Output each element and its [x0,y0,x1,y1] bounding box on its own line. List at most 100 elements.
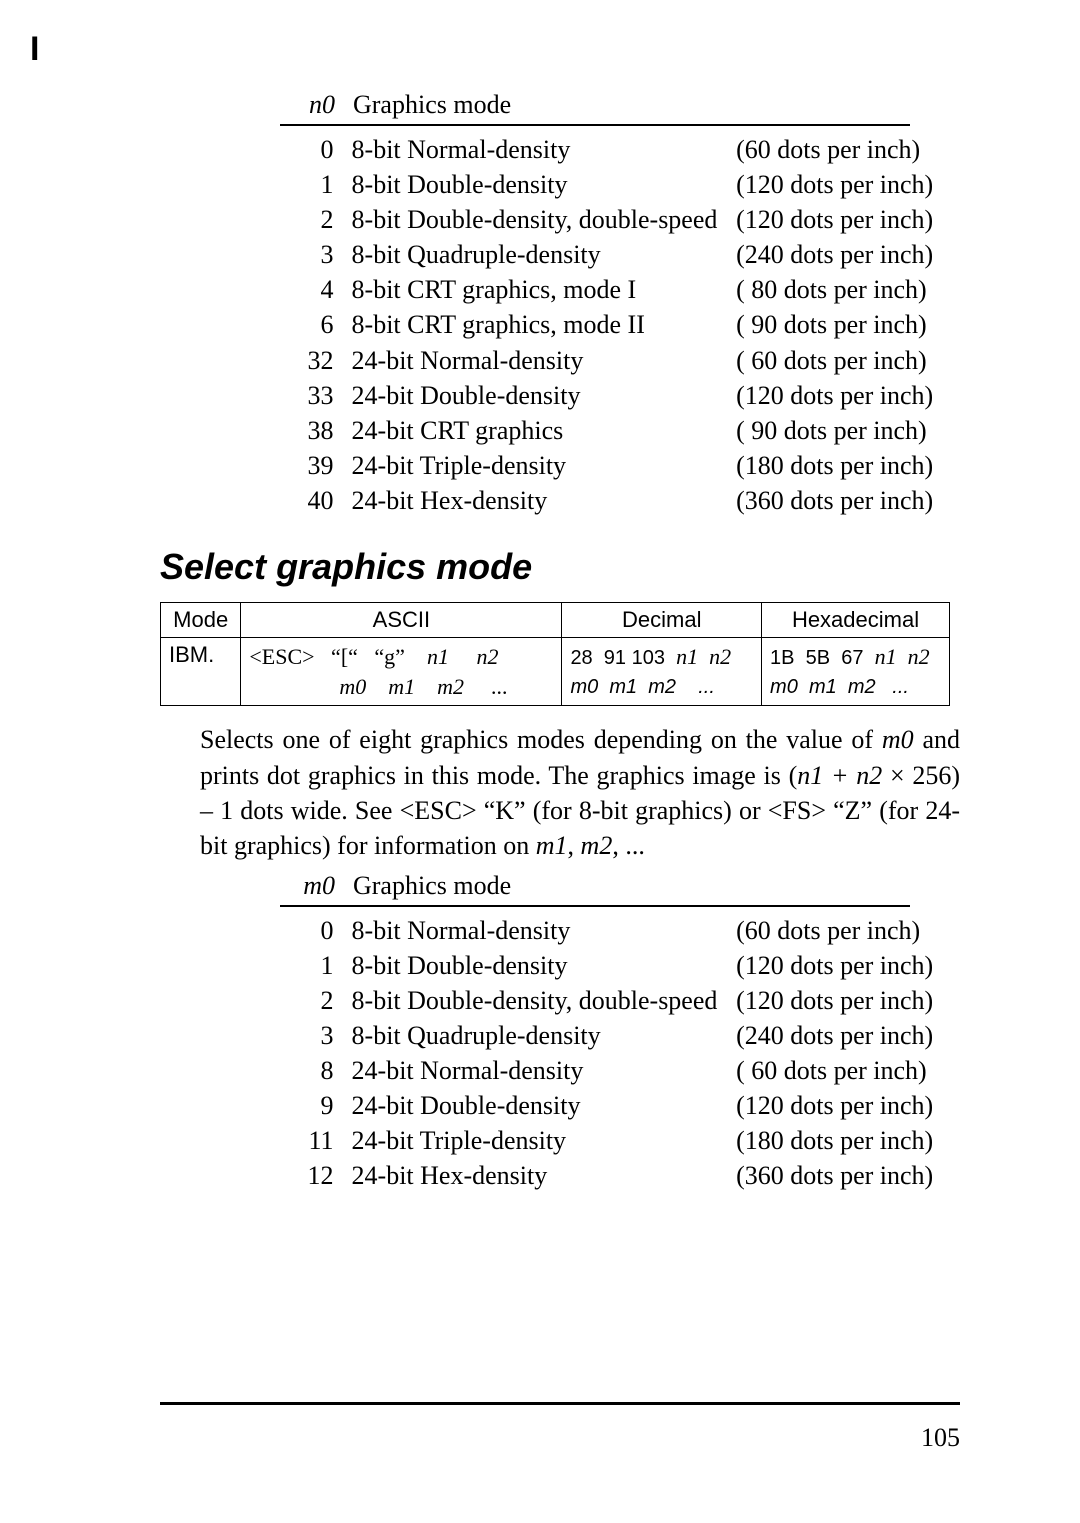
cmd-mode-cell: IBM. [161,638,241,706]
gm-row: 68-bit CRT graphics, mode II( 90 dots pe… [280,307,960,342]
page: I n0 Graphics mode 08-bit Normal-density… [0,0,1080,1523]
gm-row: 08-bit Normal-density(60 dots per inch) [280,132,960,167]
gm-desc: 8-bit Double-density [352,167,737,202]
gm2-header-desc: Graphics mode [353,871,960,901]
gm-code: 2 [280,202,352,237]
gm-row: 1224-bit Hex-density(360 dots per inch) [280,1158,960,1193]
body-paragraph: Selects one of eight graphics modes depe… [200,722,960,862]
hex-line2: m0 m1 m2 ... [770,673,941,701]
gm-desc: 8-bit CRT graphics, mode I [352,272,737,307]
cmd-header-row: Mode ASCII Decimal Hexadecimal [161,603,950,638]
gm-row: 3824-bit CRT graphics( 90 dots per inch) [280,413,960,448]
cmd-header-ascii: ASCII [241,603,562,638]
gm-desc: 24-bit CRT graphics [352,413,737,448]
gm-header-code: n0 [280,90,353,120]
gm-row: 3924-bit Triple-density(180 dots per inc… [280,448,960,483]
cmd-data-row: IBM. <ESC> “[“ “g” n1 n2 m0 m1 m2 ... 28… [161,638,950,706]
gm-code: 8 [280,1053,352,1088]
gm-row: 08-bit Normal-density(60 dots per inch) [280,913,960,948]
gm-desc: 24-bit Double-density [352,1088,737,1123]
gm-dpi: (120 dots per inch) [736,983,960,1018]
gm-code: 6 [280,307,352,342]
gm-dpi: (120 dots per inch) [736,378,960,413]
gm-dpi: (60 dots per inch) [736,913,960,948]
gm-desc: 8-bit Quadruple-density [352,237,737,272]
gm-desc: 8-bit Double-density, double-speed [352,983,737,1018]
gm-desc: 8-bit Double-density [352,948,737,983]
gm-desc: 24-bit Normal-density [352,1053,737,1088]
gm-row: 38-bit Quadruple-density(240 dots per in… [280,237,960,272]
gm-dpi: ( 80 dots per inch) [736,272,960,307]
gm-dpi: (60 dots per inch) [736,132,960,167]
gm-code: 0 [280,132,352,167]
gm-code: 39 [280,448,352,483]
graphics-mode-table-n0: n0 Graphics mode 08-bit Normal-density(6… [280,90,960,518]
gm-desc: 24-bit Normal-density [352,343,737,378]
gm-dpi: (120 dots per inch) [736,167,960,202]
gm-code: 0 [280,913,352,948]
gm-dpi: (360 dots per inch) [736,483,960,518]
gm-desc: 24-bit Double-density [352,378,737,413]
gm-code: 1 [280,167,352,202]
gm-dpi: (240 dots per inch) [736,237,960,272]
gm-desc: 8-bit Double-density, double-speed [352,202,737,237]
gm-row: 18-bit Double-density(120 dots per inch) [280,167,960,202]
gm-row: 18-bit Double-density(120 dots per inch) [280,948,960,983]
gm-row: 3324-bit Double-density(120 dots per inc… [280,378,960,413]
gm-desc: 24-bit Hex-density [352,483,737,518]
ascii-line1: <ESC> “[“ “g” n1 n2 [249,642,553,672]
page-mark: I [30,30,39,69]
gm-dpi: (120 dots per inch) [736,948,960,983]
gm-desc: 8-bit Quadruple-density [352,1018,737,1053]
gm2-header: m0 Graphics mode [280,871,960,901]
gm-code: 3 [280,1018,352,1053]
dec-line1: 28 91 103 n1 n2 [570,642,753,673]
gm-code: 4 [280,272,352,307]
gm-code: 33 [280,378,352,413]
gm-header-desc: Graphics mode [353,90,960,120]
hex-line1: 1B 5B 67 n1 n2 [770,642,941,673]
gm-desc: 8-bit Normal-density [352,913,737,948]
gm-row: 28-bit Double-density, double-speed(120 … [280,983,960,1018]
cmd-hex-cell: 1B 5B 67 n1 n2 m0 m1 m2 ... [762,638,950,706]
cmd-header-dec: Decimal [562,603,762,638]
gm-code: 1 [280,948,352,983]
gm-dpi: (120 dots per inch) [736,202,960,237]
cmd-ascii-cell: <ESC> “[“ “g” n1 n2 m0 m1 m2 ... [241,638,562,706]
gm-row: 4024-bit Hex-density(360 dots per inch) [280,483,960,518]
cmd-dec-cell: 28 91 103 n1 n2 m0 m1 m2 ... [562,638,762,706]
gm-code: 38 [280,413,352,448]
gm2-header-code: m0 [280,871,353,901]
gm-desc: 24-bit Triple-density [352,448,737,483]
gm-row: 28-bit Double-density, double-speed(120 … [280,202,960,237]
gm-dpi: (240 dots per inch) [736,1018,960,1053]
gm-dpi: ( 90 dots per inch) [736,413,960,448]
gm-dpi: (360 dots per inch) [736,1158,960,1193]
command-table: Mode ASCII Decimal Hexadecimal IBM. <ESC… [160,602,950,706]
gm-header: n0 Graphics mode [280,90,960,120]
gm-code: 12 [280,1158,352,1193]
section-heading: Select graphics mode [160,546,960,588]
gm-desc: 8-bit Normal-density [352,132,737,167]
gm-desc: 24-bit Triple-density [352,1123,737,1158]
ascii-line2: m0 m1 m2 ... [249,672,553,702]
gm-row: 48-bit CRT graphics, mode I( 80 dots per… [280,272,960,307]
gm-desc: 24-bit Hex-density [352,1158,737,1193]
gm-dpi: (120 dots per inch) [736,1088,960,1123]
gm-row: 924-bit Double-density(120 dots per inch… [280,1088,960,1123]
gm-code: 2 [280,983,352,1018]
cmd-header-hex: Hexadecimal [762,603,950,638]
gm-row: 824-bit Normal-density( 60 dots per inch… [280,1053,960,1088]
gm-code: 40 [280,483,352,518]
gm-code: 32 [280,343,352,378]
gm-row: 1124-bit Triple-density(180 dots per inc… [280,1123,960,1158]
gm-dpi: (180 dots per inch) [736,448,960,483]
footer-rule [160,1402,960,1405]
gm-code: 11 [280,1123,352,1158]
gm-dpi: (180 dots per inch) [736,1123,960,1158]
gm-code: 3 [280,237,352,272]
graphics-mode-table-m0: m0 Graphics mode 08-bit Normal-density(6… [280,871,960,1194]
gm-code: 9 [280,1088,352,1123]
dec-line2: m0 m1 m2 ... [570,673,753,701]
page-number: 105 [921,1423,960,1453]
